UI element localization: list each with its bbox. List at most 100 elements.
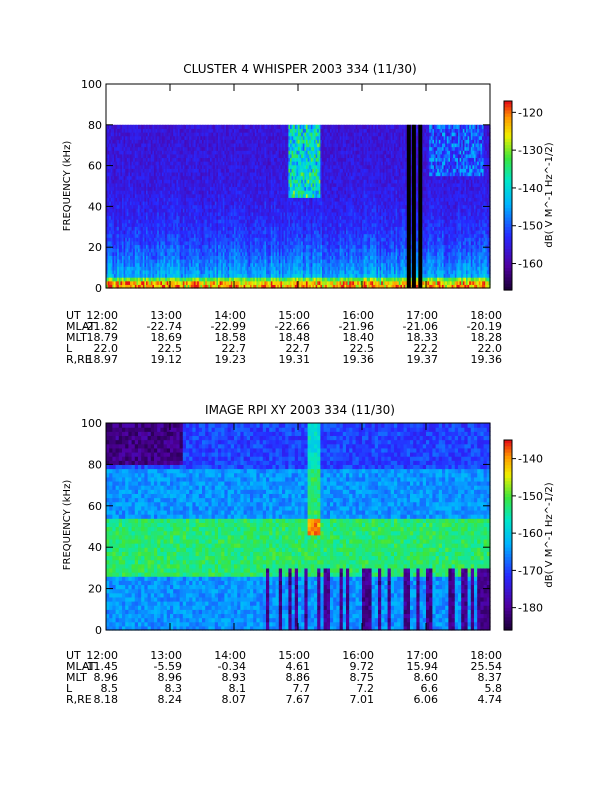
- ephemeris-value: 25.54: [471, 660, 503, 673]
- ephemeris-value: 7.67: [286, 693, 311, 706]
- ephemeris-value: 19.31: [279, 353, 311, 366]
- y-tick-label: 20: [88, 583, 102, 596]
- colorbar-tick-label: -120: [518, 106, 543, 119]
- y-tick-label: 100: [81, 78, 102, 91]
- ephemeris-label: MLT: [66, 331, 87, 344]
- ephemeris-value: 8.18: [94, 693, 119, 706]
- ephemeris-value: 18.69: [151, 331, 183, 344]
- ephemeris-value: 19.36: [343, 353, 375, 366]
- colorbar-label: dB( V M^-1 Hz^-1/2): [544, 142, 555, 247]
- ephemeris-value: 9.72: [350, 660, 375, 673]
- y-tick-label: 0: [95, 624, 102, 637]
- cluster-panel: CLUSTER 4 WHISPER 2003 334 (11/30) FREQU…: [62, 62, 555, 366]
- ephemeris-value: 18:00: [470, 309, 502, 322]
- ephemeris-value: 18.40: [343, 331, 375, 344]
- ephemeris-label: UT: [66, 649, 81, 662]
- ephemeris-value: -0.34: [218, 660, 246, 673]
- chart-title: IMAGE RPI XY 2003 334 (11/30): [205, 403, 395, 417]
- spectrogram-image: [106, 124, 491, 289]
- y-tick-label: 40: [88, 541, 102, 554]
- ephemeris-label: MLAT: [66, 320, 96, 333]
- ephemeris-value: 8.1: [229, 682, 247, 695]
- ephemeris-value: 19.12: [151, 353, 183, 366]
- colorbar: [503, 439, 513, 631]
- ephemeris-value: 18.28: [471, 331, 503, 344]
- ephemeris-value: 7.2: [357, 682, 375, 695]
- y-axis-label: FREQUENCY (kHz): [62, 141, 73, 232]
- ephemeris-value: 17:00: [406, 309, 438, 322]
- y-tick-label: 100: [81, 417, 102, 430]
- ephemeris-value: 22.7: [286, 342, 311, 355]
- ephemeris-value: 8.75: [350, 671, 375, 684]
- ephemeris-value: 18.79: [87, 331, 119, 344]
- ephemeris-value: 15:00: [278, 309, 310, 322]
- y-tick-label: 40: [88, 200, 102, 213]
- ephemeris-value: 18.97: [87, 353, 119, 366]
- ephemeris-value: 14:00: [214, 309, 246, 322]
- ephemeris-value: 22.0: [94, 342, 119, 355]
- ephemeris-value: 8.24: [158, 693, 183, 706]
- y-tick-label: 60: [88, 500, 102, 513]
- ephemeris-value: 8.96: [158, 671, 183, 684]
- ephemeris-value: -21.96: [339, 320, 374, 333]
- ephemeris-value: 22.5: [158, 342, 183, 355]
- y-axis-label: FREQUENCY (kHz): [62, 480, 73, 571]
- colorbar-tick-label: -140: [518, 453, 543, 466]
- colorbar-tick-label: -150: [518, 490, 543, 503]
- ephemeris-value: 16:00: [342, 309, 374, 322]
- y-tick-label: 80: [88, 119, 102, 132]
- ephemeris-value: 22.0: [478, 342, 503, 355]
- ephemeris-value: 6.6: [421, 682, 439, 695]
- ephemeris-value: 12:00: [86, 649, 118, 662]
- ephemeris-value: 19.23: [215, 353, 247, 366]
- data-gap-band: [406, 124, 411, 288]
- colorbar: [503, 100, 513, 291]
- ephemeris-value: 5.8: [485, 682, 503, 695]
- ephemeris-value: 18:00: [470, 649, 502, 662]
- y-tick-label: 0: [95, 282, 102, 295]
- colorbar-tick-label: -180: [518, 602, 543, 615]
- ephemeris-value: 19.37: [407, 353, 439, 366]
- ephemeris-value: 8.93: [222, 671, 247, 684]
- image-rpi-panel: IMAGE RPI XY 2003 334 (11/30) FREQUENCY …: [0, 400, 600, 800]
- y-tick-label: 20: [88, 241, 102, 254]
- ephemeris-value: -22.66: [275, 320, 310, 333]
- ephemeris-label: L: [66, 342, 73, 355]
- ephemeris-value: 15:00: [278, 649, 310, 662]
- ephemeris-value: 17:00: [406, 649, 438, 662]
- ephemeris-label: R,RE: [66, 353, 92, 366]
- colorbar-tick-label: -150: [518, 220, 543, 233]
- ephemeris-value: 8.07: [222, 693, 247, 706]
- colorbar-tick-label: -160: [518, 527, 543, 540]
- ephemeris-label: MLAT: [66, 660, 96, 673]
- ephemeris-label: MLT: [66, 671, 87, 684]
- ephemeris-value: 4.74: [478, 693, 503, 706]
- ephemeris-value: 8.60: [414, 671, 439, 684]
- ephemeris-value: -22.99: [211, 320, 246, 333]
- ephemeris-value: 16:00: [342, 649, 374, 662]
- colorbar-tick-label: -130: [518, 144, 543, 157]
- ephemeris-value: -11.45: [83, 660, 118, 673]
- ephemeris-value: 6.06: [414, 693, 439, 706]
- chart-title: CLUSTER 4 WHISPER 2003 334 (11/30): [183, 62, 416, 76]
- colorbar-tick-label: -170: [518, 564, 543, 577]
- colorbar-tick-label: -160: [518, 258, 543, 271]
- ephemeris-value: 13:00: [150, 309, 182, 322]
- ephemeris-label: UT: [66, 309, 81, 322]
- image-rpi-spectrogram-chart: IMAGE RPI XY 2003 334 (11/30) FREQUENCY …: [62, 403, 555, 706]
- ephemeris-value: 8.5: [101, 682, 119, 695]
- ephemeris-label: L: [66, 682, 73, 695]
- colorbar-label: dB( V M^-1 Hz^-1/2): [544, 482, 555, 587]
- ephemeris-value: 8.3: [165, 682, 183, 695]
- ephemeris-value: 14:00: [214, 649, 246, 662]
- ephemeris-value: 18.48: [279, 331, 311, 344]
- ephemeris-value: 8.37: [478, 671, 503, 684]
- ephemeris-label: R,RE: [66, 693, 92, 706]
- ephemeris-value: -5.59: [154, 660, 182, 673]
- ephemeris-value: 19.36: [471, 353, 503, 366]
- ephemeris-value: 7.01: [350, 693, 375, 706]
- ephemeris-value: 7.7: [293, 682, 311, 695]
- ephemeris-value: 18.58: [215, 331, 247, 344]
- y-tick-label: 60: [88, 160, 102, 173]
- ephemeris-value: -21.06: [403, 320, 438, 333]
